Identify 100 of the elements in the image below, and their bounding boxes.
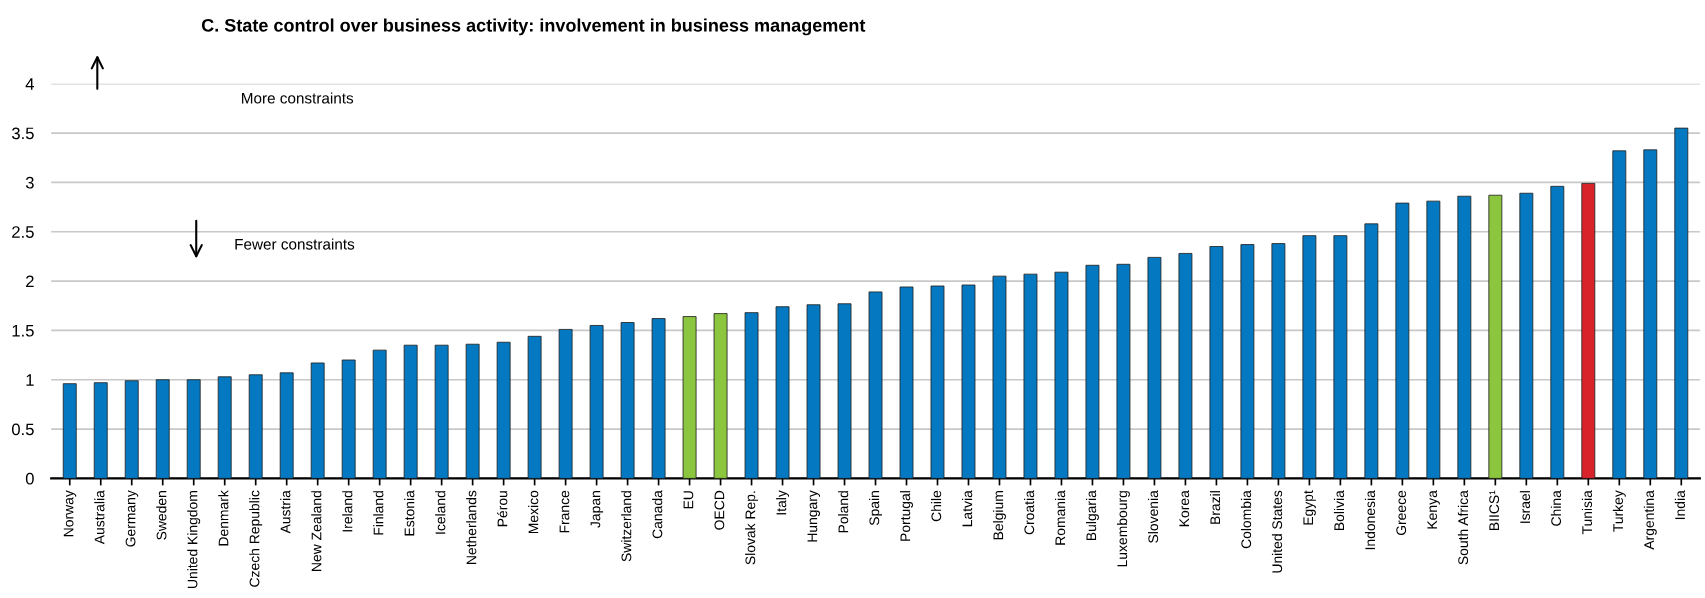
x-tick-label: United States xyxy=(1271,490,1283,573)
bar xyxy=(1612,150,1627,479)
bar xyxy=(837,303,852,479)
x-tick-label: Ireland xyxy=(342,491,353,532)
x-tick-label: Spain xyxy=(869,491,882,526)
y-tick-label: 0 xyxy=(25,472,34,485)
y-tick-label: 3.5 xyxy=(11,127,34,140)
x-tick-label: EU xyxy=(683,491,694,509)
x-tick-label: Switzerland xyxy=(621,491,632,562)
x-tick-label: Croatia xyxy=(1024,490,1035,535)
bar xyxy=(1240,244,1255,479)
annotation: More constraints xyxy=(242,92,354,104)
bar xyxy=(1643,149,1658,479)
x-tick-label: Estonia xyxy=(404,490,415,536)
x-tick-label: Indonesia xyxy=(1364,490,1376,550)
y-tick-label: 1 xyxy=(26,374,34,386)
x-tick-label: Chile xyxy=(931,490,942,522)
bar xyxy=(1581,182,1596,479)
x-tick-label: Iceland xyxy=(435,491,446,534)
bar xyxy=(1519,192,1534,479)
bar xyxy=(93,382,108,479)
bar xyxy=(1333,235,1348,479)
bar xyxy=(961,284,976,479)
bar xyxy=(248,374,263,479)
x-tick-label: Colombia xyxy=(1240,490,1252,549)
bar xyxy=(682,316,697,479)
bar xyxy=(1395,202,1410,479)
x-tick-label: Hungary xyxy=(807,490,821,542)
x-tick-label: Finland xyxy=(373,491,384,535)
x-tick-label: United Kingdom xyxy=(187,491,201,588)
bar xyxy=(1023,273,1038,479)
bar xyxy=(775,306,790,479)
x-tick-label: Tunisia xyxy=(1581,490,1593,535)
bar xyxy=(992,275,1007,479)
x-tick-label: Australia xyxy=(94,490,105,545)
x-tick-label: Korea xyxy=(1179,490,1190,527)
bar xyxy=(155,379,170,479)
chart-title: C. State control over business activity: involvement in business management xyxy=(201,18,866,36)
bar xyxy=(1178,253,1193,479)
bar xyxy=(930,285,945,479)
bar xyxy=(1674,127,1689,479)
bar xyxy=(496,341,511,479)
bar xyxy=(1457,195,1472,479)
x-tick-label: Japan xyxy=(590,491,604,528)
bar xyxy=(806,304,821,479)
x-tick-label: Turkey xyxy=(1612,490,1626,532)
bar xyxy=(310,362,325,479)
bar xyxy=(1364,223,1379,479)
x-tick-label: Austria xyxy=(280,490,291,534)
bar xyxy=(62,383,77,479)
x-tick-label: Netherlands xyxy=(466,490,477,564)
bar xyxy=(1488,194,1503,479)
bar xyxy=(1209,246,1224,479)
bar xyxy=(1271,243,1286,479)
y-tick-label: 2 xyxy=(26,275,34,288)
bar xyxy=(1116,263,1131,479)
bar xyxy=(1054,271,1069,479)
x-tick-label: Italy xyxy=(776,490,790,515)
bar xyxy=(868,291,883,479)
x-tick-label: France xyxy=(559,490,570,533)
x-tick-label: Sweden xyxy=(156,491,167,540)
x-tick-label: Argentina xyxy=(1643,490,1657,550)
bar xyxy=(589,325,604,479)
y-tick-label: 0.5 xyxy=(11,423,34,436)
x-tick-label: Belgium xyxy=(993,491,1006,540)
x-tick-label: Mexico xyxy=(528,490,539,534)
x-tick-label: New Zealand xyxy=(311,491,322,571)
x-tick-label: Israel xyxy=(1519,491,1531,523)
x-tick-label: Bolivia xyxy=(1333,490,1345,530)
x-tick-label: Kenya xyxy=(1427,490,1440,529)
bar xyxy=(217,376,232,479)
x-tick-label: Bulgaria xyxy=(1085,490,1099,541)
x-tick-label: South Africa xyxy=(1457,490,1469,565)
x-tick-label: Czech Republic xyxy=(249,490,263,587)
bar xyxy=(279,372,294,479)
bar xyxy=(124,380,139,479)
bar xyxy=(186,379,201,479)
x-tick-label: Canada xyxy=(652,490,663,539)
x-tick-label: Pérou xyxy=(496,491,508,527)
bar xyxy=(465,343,480,479)
x-tick-label: China xyxy=(1550,490,1562,526)
x-tick-label: Germany xyxy=(125,490,139,547)
x-tick-label: Poland xyxy=(838,491,849,533)
x-tick-label: Luxembourg xyxy=(1116,491,1130,567)
bar xyxy=(558,328,573,479)
annotation: Fewer constraints xyxy=(235,238,355,250)
bar xyxy=(1302,235,1317,479)
bar xyxy=(1426,200,1441,479)
bar xyxy=(403,344,418,479)
bar xyxy=(434,344,449,479)
bar xyxy=(527,335,542,479)
x-tick-label: Denmark xyxy=(218,490,229,546)
x-tick-label: Latvia xyxy=(962,490,973,527)
x-tick-label: Greece xyxy=(1396,490,1407,536)
bar xyxy=(899,286,914,479)
bar xyxy=(620,322,635,479)
x-tick-label: OECD xyxy=(714,490,725,530)
x-tick-label: India xyxy=(1674,490,1686,520)
x-tick-label: Egypt xyxy=(1303,490,1316,525)
bar xyxy=(341,359,356,479)
